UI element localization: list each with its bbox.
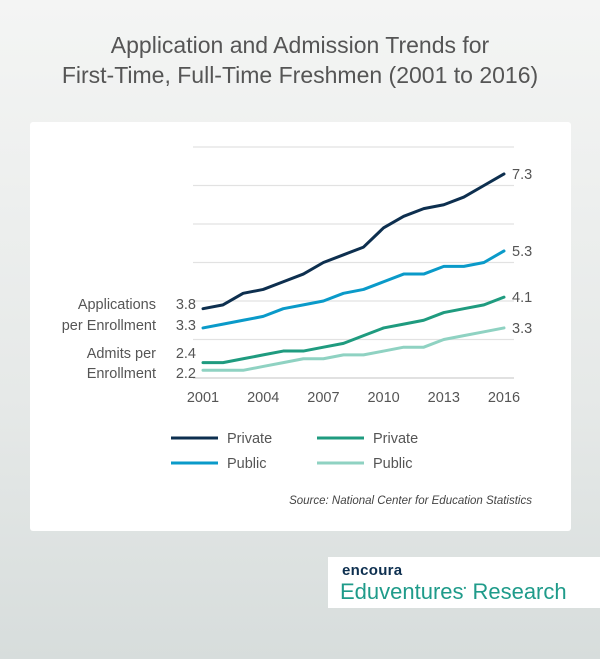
legend-label: Private	[227, 431, 272, 447]
start-value-label: 3.8	[176, 297, 196, 313]
x-tick-label: 2007	[307, 390, 339, 406]
source-note: Source: National Center for Education St…	[289, 495, 532, 507]
series-line	[201, 172, 506, 311]
title-line-1: Application and Admission Trends for	[110, 32, 490, 58]
series-line	[201, 249, 506, 330]
legend-label: Public	[227, 456, 267, 472]
chart-card	[30, 122, 571, 531]
group-label-applications-2: per Enrollment	[62, 318, 156, 334]
series-line	[201, 326, 506, 372]
title-line-2: First-Time, Full-Time Freshmen (2001 to …	[61, 62, 539, 88]
logo-brand: encoura	[342, 562, 403, 579]
start-value-label: 2.2	[176, 366, 196, 382]
logo-name: Eduventures• Research	[340, 579, 567, 604]
legend-label: Public	[373, 456, 413, 472]
end-value-label: 4.1	[512, 290, 532, 306]
group-label-applications-1: Applications	[78, 297, 156, 313]
legend-label: Private	[373, 431, 418, 447]
end-value-label: 7.3	[512, 167, 532, 183]
group-label-admits-2: Enrollment	[87, 366, 156, 382]
logo: encoura Eduventures• Research	[328, 557, 600, 608]
chart-title: Application and Admission Trends for Fir…	[0, 30, 600, 90]
x-tick-label: 2004	[247, 390, 279, 406]
end-value-label: 5.3	[512, 244, 532, 260]
x-tick-label: 2010	[367, 390, 399, 406]
series-line	[201, 295, 506, 365]
start-value-label: 2.4	[176, 346, 196, 362]
x-tick-label: 2016	[488, 390, 520, 406]
x-tick-label: 2001	[187, 390, 219, 406]
x-tick-label: 2013	[428, 390, 460, 406]
group-label-admits-1: Admits per	[87, 346, 156, 362]
start-value-label: 3.3	[176, 318, 196, 334]
end-value-label: 3.3	[512, 321, 532, 337]
